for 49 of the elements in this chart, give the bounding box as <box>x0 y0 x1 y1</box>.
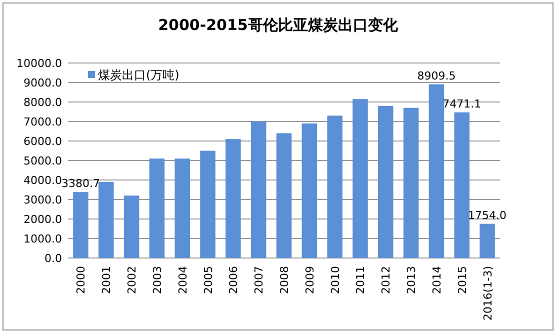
bar <box>454 112 470 258</box>
x-tick-label: 2002 <box>126 266 139 294</box>
data-label: 3380.7 <box>61 177 100 190</box>
x-tick-label: 2011 <box>354 266 368 294</box>
y-tick-label: 1000.0 <box>24 232 62 246</box>
bar <box>226 139 241 258</box>
x-tick-label: 2013 <box>405 266 418 294</box>
bar <box>73 192 88 258</box>
x-tick-label: 2012 <box>380 266 393 294</box>
x-tick-label: 2005 <box>202 266 215 294</box>
x-tick-label: 2001 <box>100 266 114 294</box>
bar <box>174 158 190 258</box>
y-tick-label: 4000.0 <box>24 174 62 187</box>
bar <box>403 108 419 258</box>
y-tick-label: 9000.0 <box>24 76 62 90</box>
x-tick-label: 2003 <box>150 266 164 294</box>
x-tick-label: 2007 <box>252 266 266 294</box>
x-tick-label: 2015 <box>456 266 469 294</box>
chart-title: 2000-2015哥伦比亚煤炭出口变化 <box>158 16 399 34</box>
bar <box>98 182 114 258</box>
bar <box>378 106 394 258</box>
bar <box>149 158 165 258</box>
y-tick-label: 0.0 <box>44 252 62 265</box>
y-tick-label: 6000.0 <box>24 135 62 148</box>
x-tick-label: 2006 <box>227 266 240 294</box>
y-tick-label: 5000.0 <box>24 154 62 168</box>
y-tick-label: 7000.0 <box>24 116 62 128</box>
bar <box>428 84 444 258</box>
y-tick-label: 10000.0 <box>16 57 62 70</box>
y-tick-label: 3000.0 <box>24 194 62 206</box>
x-tick-label: 2014 <box>430 266 444 294</box>
data-label: 8909.5 <box>417 69 456 82</box>
bar <box>327 116 342 258</box>
x-tick-label: 2010 <box>328 266 342 294</box>
bar <box>302 123 318 258</box>
x-tick-label: 2016(1-3) <box>481 266 494 321</box>
x-tick-label: 2008 <box>278 266 291 294</box>
legend-label: 煤炭出口(万吨) <box>98 68 180 82</box>
bar <box>276 133 292 258</box>
bar <box>352 99 368 258</box>
x-tick-label: 2000 <box>74 266 88 294</box>
bar <box>250 122 266 258</box>
bar <box>124 196 140 258</box>
y-tick-label: 2000.0 <box>24 213 62 226</box>
bar <box>480 224 495 258</box>
x-tick-label: 2004 <box>176 266 190 294</box>
bar <box>200 150 216 258</box>
y-tick-label: 8000.0 <box>24 96 62 109</box>
x-tick-label: 2009 <box>303 266 316 294</box>
